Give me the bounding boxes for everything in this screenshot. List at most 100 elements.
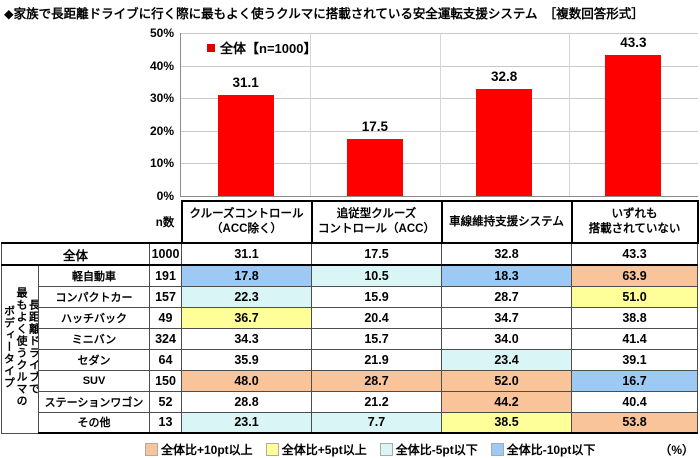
- value-cell: 38.5: [441, 411, 572, 434]
- n-value: 324: [149, 327, 182, 350]
- table-row: コンパクトカー 157 22.3 15.9 28.7 51.0: [2, 285, 698, 308]
- value-cell: 52.0: [441, 369, 572, 392]
- y-axis-tick: 40%: [149, 58, 174, 73]
- value-cell: 17.8: [181, 264, 312, 287]
- value-cell: 63.9: [571, 264, 698, 287]
- page-title: ◆家族で長距離ドライブに行く際に最もよく使うクルマに搭載されている安全運転支援シ…: [4, 7, 644, 21]
- total-n-value: 1000: [149, 242, 182, 266]
- value-cell: 41.4: [571, 327, 698, 350]
- legend-swatch-icon: [265, 443, 279, 456]
- total-value-cell: 17.5: [311, 242, 442, 266]
- value-cell: 7.7: [311, 411, 442, 434]
- body-type-label: ミニバン: [38, 327, 150, 350]
- body-type-label: ハッチバック: [38, 306, 150, 329]
- value-cell: 20.4: [311, 306, 442, 329]
- bar-value-label: 43.3: [620, 35, 647, 50]
- value-cell: 28.7: [441, 285, 572, 308]
- value-cell: 23.1: [181, 411, 312, 434]
- table-row: ステーションワゴン 52 28.8 21.2 44.2 40.4: [2, 390, 698, 413]
- value-cell: 40.4: [571, 390, 698, 413]
- body-type-label: SUV: [38, 369, 150, 392]
- series-swatch-icon: [207, 43, 215, 52]
- y-axis-tick: 10%: [149, 156, 174, 171]
- total-value-cell: 43.3: [571, 242, 698, 266]
- body-type-axis-label: 長距離ドライブで 最もよく使うクルマの ボディータイプ: [1, 264, 39, 434]
- n-value: 13: [149, 411, 182, 434]
- legend-item-label: 全体比+5pt以上: [281, 443, 367, 457]
- table-row: ハッチバック 49 36.7 20.4 34.7 38.8: [2, 306, 698, 329]
- value-cell: 15.7: [311, 327, 442, 350]
- column-separator: [439, 33, 441, 196]
- y-axis-tick: 50%: [149, 26, 174, 40]
- n-value: 49: [149, 306, 182, 329]
- column-header: クルーズコントロール （ACC除く）: [180, 200, 313, 244]
- series-label: 全体【n=1000】: [220, 41, 317, 56]
- value-cell: 16.7: [571, 369, 698, 392]
- chart-legend: 全体【n=1000】: [207, 38, 316, 57]
- column-header: いずれも 搭載されていない: [570, 200, 699, 244]
- value-cell: 28.8: [181, 390, 312, 413]
- total-value-cell: 32.8: [441, 242, 572, 266]
- value-cell: 36.7: [181, 306, 312, 329]
- bar: [476, 89, 533, 196]
- value-cell: 21.2: [311, 390, 442, 413]
- unit-label: （%）: [659, 443, 694, 457]
- value-cell: 28.7: [311, 369, 442, 392]
- body-type-label: ステーションワゴン: [38, 390, 150, 413]
- n-value: 191: [149, 264, 182, 287]
- value-cell: 39.1: [571, 348, 698, 371]
- header-spacer: [1, 201, 150, 243]
- total-value-cell: 31.1: [181, 242, 312, 266]
- value-cell: 18.3: [441, 264, 572, 287]
- n-value: 52: [149, 390, 182, 413]
- table-row: セダン 64 35.9 21.9 23.4 39.1: [2, 348, 698, 371]
- body-type-label: その他: [38, 411, 150, 434]
- table-row: SUV 150 48.0 28.7 52.0 16.7: [2, 369, 698, 392]
- table-row: その他 13 23.1 7.7 38.5 53.8: [2, 411, 698, 434]
- body-type-label: セダン: [38, 348, 150, 371]
- column-header: 車線維持支援システム: [440, 200, 573, 244]
- bar: [217, 95, 274, 196]
- value-cell: 15.9: [311, 285, 442, 308]
- legend-item: 全体比+5pt以上: [265, 441, 367, 458]
- legend-item-label: 全体比-5pt以下: [395, 443, 478, 457]
- value-cell: 53.8: [571, 411, 698, 434]
- legend-item: 全体比-10pt以下: [490, 441, 596, 458]
- bar: [605, 55, 662, 196]
- value-cell: 21.9: [311, 348, 442, 371]
- value-cell: 34.0: [441, 327, 572, 350]
- bar-value-label: 32.8: [490, 69, 518, 84]
- bar-value-label: 17.5: [361, 119, 389, 134]
- table-row: 長距離ドライブで 最もよく使うクルマの ボディータイプ 軽自動車 191 17.8 10.5…: [1, 264, 698, 434]
- crosstab-table: n数 クルーズコントロール （ACC除く） 追従型クルーズ コントロール（ACC） 車線維…: [1, 200, 699, 434]
- legend-item-label: 全体比-10pt以下: [506, 443, 596, 457]
- value-cell: 22.3: [181, 285, 312, 308]
- value-cell: 38.8: [571, 306, 698, 329]
- value-cell: 51.0: [571, 285, 698, 308]
- value-cell: 44.2: [441, 390, 572, 413]
- value-cell: 35.9: [181, 348, 312, 371]
- n-column-label: n数: [149, 201, 182, 243]
- color-key-legend: 全体比+10pt以上 全体比+5pt以上 全体比-5pt以下 全体比-10pt以下 （%…: [145, 441, 696, 458]
- column-separator: [310, 33, 312, 196]
- legend-swatch-icon: [490, 443, 504, 456]
- table-header-row: n数 クルーズコントロール （ACC除く） 追従型クルーズ コントロール（ACC） 車線維…: [1, 200, 699, 244]
- body-type-label: コンパクトカー: [38, 285, 150, 308]
- y-axis-tick: 30%: [149, 91, 174, 106]
- y-axis-tick: 20%: [149, 123, 174, 138]
- bar-value-label: 31.1: [232, 75, 259, 90]
- total-row-label: 全体: [1, 242, 150, 266]
- n-value: 157: [149, 285, 182, 308]
- total-row: 全体 1000 31.1 17.5 32.8 43.3: [1, 242, 698, 266]
- table-row: ミニバン 324 34.3 15.7 34.0 41.4: [2, 327, 698, 350]
- legend-swatch-icon: [379, 443, 393, 456]
- n-value: 150: [149, 369, 182, 392]
- y-axis-tick: 0%: [156, 189, 174, 203]
- legend-item-label: 全体比+10pt以上: [161, 443, 253, 457]
- legend-swatch-icon: [145, 443, 158, 456]
- legend-item: 全体比-5pt以下: [379, 441, 478, 458]
- body-type-label: 軽自動車: [38, 264, 150, 287]
- value-cell: 34.3: [181, 327, 312, 350]
- bar-chart-plot-area: 全体【n=1000】 31.1 17.5 32.8 43.3: [180, 33, 698, 197]
